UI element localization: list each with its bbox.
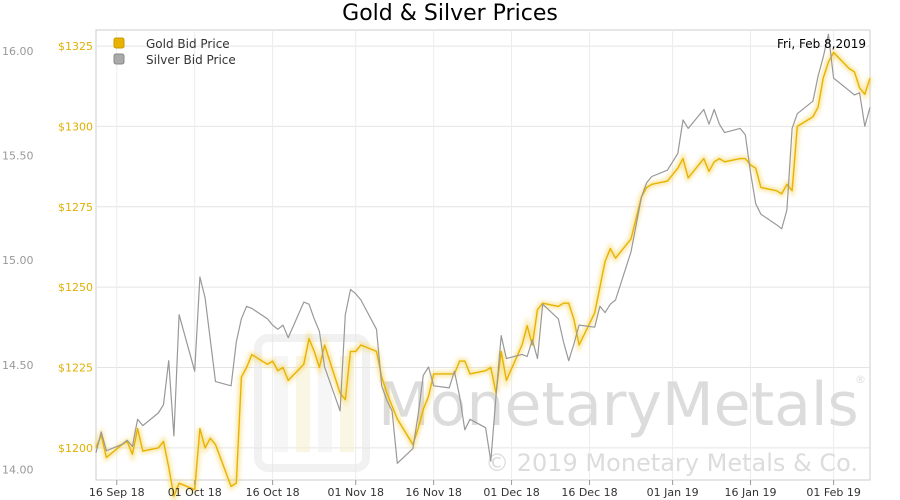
- legend-label-gold: Gold Bid Price: [146, 37, 230, 51]
- x-tick-label: 01 Dec 18: [483, 486, 539, 499]
- watermark-registered: ®: [855, 373, 866, 386]
- silver-axis-ticks: 14.00 14.50 15.00 15.50 16.00: [2, 45, 34, 477]
- gold-tick-label: $1325: [58, 40, 93, 53]
- watermark-logo-icon: [254, 334, 370, 472]
- gold-tick-label: $1225: [58, 362, 93, 375]
- gold-tick-label: $1275: [58, 201, 93, 214]
- silver-tick-label: 14.00: [2, 464, 34, 477]
- gold-tick-label: $1200: [58, 442, 93, 455]
- legend-item-silver[interactable]: Silver Bid Price: [113, 53, 236, 67]
- silver-tick-label: 15.00: [2, 254, 34, 267]
- x-tick-label: 16 Jan 19: [725, 486, 777, 499]
- legend-swatch-silver: [113, 53, 125, 65]
- grid-lines: [96, 30, 870, 480]
- chart-title: Gold & Silver Prices: [342, 1, 558, 26]
- x-tick-label: 16 Sep 18: [89, 486, 145, 499]
- x-axis-ticks: 16 Sep 18 01 Oct 18 16 Oct 18 01 Nov 18 16 N…: [89, 480, 861, 499]
- watermark-copyright: © 2019 Monetary Metals & Co.: [485, 449, 858, 477]
- x-tick-label: 01 Feb 19: [806, 486, 860, 499]
- silver-tick-label: 14.50: [2, 359, 34, 372]
- gold-series-line[interactable]: [95, 51, 871, 497]
- gold-tick-label: $1250: [58, 281, 93, 294]
- gold-tick-label: $1300: [58, 120, 93, 133]
- legend-label-silver: Silver Bid Price: [146, 53, 236, 67]
- silver-tick-label: 16.00: [2, 45, 34, 58]
- watermark: MonetaryMetals ® © 2019 Monetary Metals …: [254, 334, 866, 477]
- silver-series-line[interactable]: [95, 33, 871, 464]
- date-label: Fri, Feb 8,2019: [777, 37, 866, 51]
- legend[interactable]: Gold Bid Price Silver Bid Price: [113, 37, 236, 67]
- legend-item-gold[interactable]: Gold Bid Price: [113, 37, 230, 51]
- plot-frame: [95, 29, 871, 481]
- x-tick-label: 16 Dec 18: [561, 486, 617, 499]
- x-tick-label: 16 Nov 18: [405, 486, 461, 499]
- x-tick-label: 01 Jan 19: [647, 486, 699, 499]
- x-tick-label: 01 Oct 18: [168, 486, 222, 499]
- legend-swatch-gold: [113, 37, 125, 49]
- plot-border: [95, 29, 871, 481]
- silver-tick-label: 15.50: [2, 150, 34, 163]
- x-tick-label: 16 Oct 18: [246, 486, 300, 499]
- series-lines: [93, 33, 873, 500]
- gold-axis-ticks: $1200 $1225 $1250 $1275 $1300 $1325: [58, 40, 93, 455]
- watermark-brand: MonetaryMetals: [378, 370, 859, 440]
- x-tick-label: 01 Nov 18: [327, 486, 383, 499]
